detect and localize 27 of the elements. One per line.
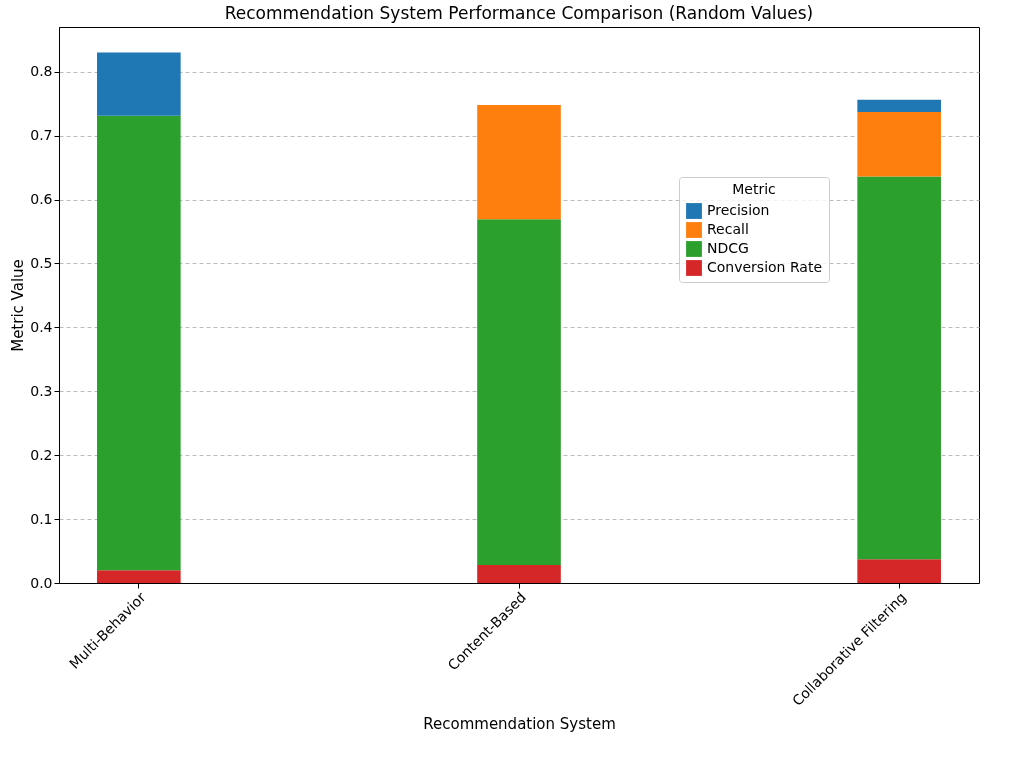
- y-tick-label: 0.2: [30, 446, 53, 463]
- y-tick-label: 0.4: [30, 318, 53, 335]
- y-tick-label: 0.8: [30, 63, 53, 80]
- bar: [857, 99, 941, 112]
- y-tick-label: 0.5: [30, 254, 53, 271]
- bar: [857, 559, 941, 583]
- x-axis-title: Recommendation System: [423, 714, 616, 733]
- bar: [97, 570, 181, 583]
- bar: [857, 112, 941, 177]
- legend-label: Recall: [707, 221, 749, 237]
- legend-title: Metric: [732, 181, 776, 197]
- y-tick-label: 0.6: [30, 191, 53, 208]
- y-axis-title: Metric Value: [9, 259, 28, 352]
- y-tick-label: 0.0: [30, 574, 53, 591]
- bar: [477, 219, 561, 566]
- y-tick-label: 0.7: [30, 127, 53, 144]
- y-tick-label: 0.3: [30, 382, 53, 399]
- bar: [97, 115, 181, 571]
- legend-label: Conversion Rate: [707, 259, 823, 275]
- legend-label: NDCG: [707, 240, 749, 256]
- chart-title: Recommendation System Performance Comparison (Random Values): [224, 3, 814, 23]
- bar: [857, 176, 941, 560]
- legend-label: Precision: [707, 202, 770, 218]
- bar: [97, 52, 181, 116]
- bar: [477, 565, 561, 583]
- bar: [477, 104, 561, 220]
- y-tick-label: 0.1: [30, 510, 53, 527]
